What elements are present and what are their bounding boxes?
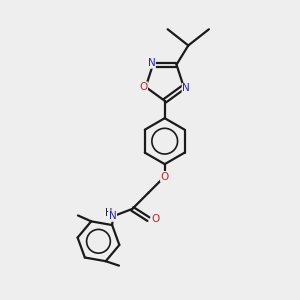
Text: N: N [109, 211, 116, 221]
Text: H: H [105, 208, 112, 218]
Text: N: N [182, 83, 190, 94]
Text: N: N [148, 58, 155, 68]
Text: O: O [139, 82, 147, 92]
Text: O: O [160, 172, 169, 182]
Text: O: O [151, 214, 159, 224]
